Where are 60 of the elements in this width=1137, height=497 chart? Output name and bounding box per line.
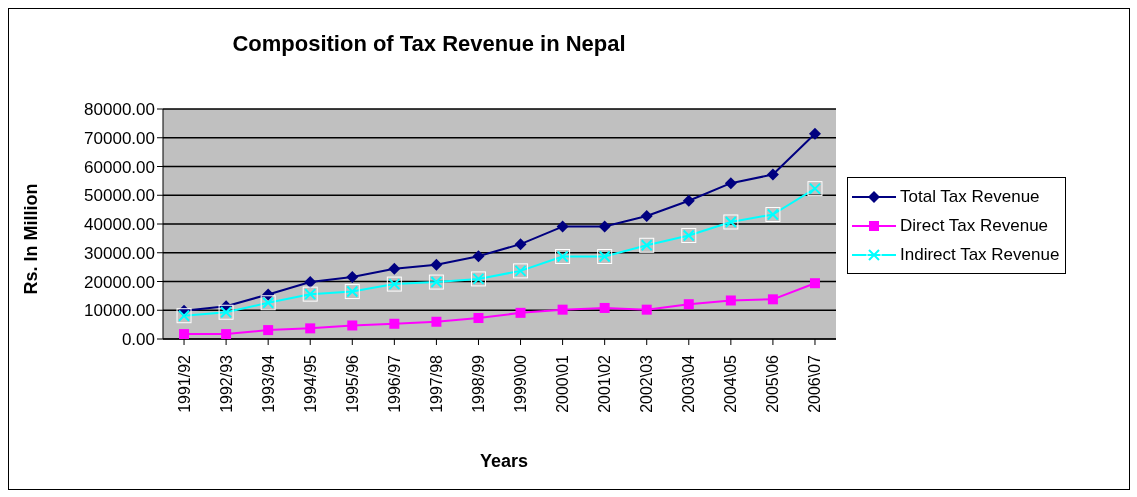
point <box>304 276 317 289</box>
point <box>640 209 653 222</box>
point <box>598 220 611 233</box>
point <box>388 262 401 275</box>
x-tick-label: 1999\00 <box>512 354 530 413</box>
x-tick-label: 1992/93 <box>217 354 235 413</box>
y-tick-label: 10000.00 <box>84 301 155 321</box>
x-tick-label: 2006\07 <box>806 354 824 413</box>
point <box>767 294 778 305</box>
point <box>430 258 443 271</box>
point <box>683 299 694 310</box>
point <box>766 168 779 181</box>
point <box>515 307 526 318</box>
legend-label: Total Tax Revenue <box>900 186 1040 208</box>
y-tick-label: 0.00 <box>121 330 155 350</box>
y-tick-label: 40000.00 <box>84 215 155 235</box>
x-tick-label: 1995/96 <box>343 354 361 413</box>
point <box>472 250 485 263</box>
x-tick-label: 2005\06 <box>764 354 782 413</box>
x-tick-label: 2002\03 <box>638 354 656 413</box>
x-tick-label: 1993/94 <box>259 354 277 413</box>
y-tick-label: 70000.00 <box>84 128 155 148</box>
x-tick-label: 1994/95 <box>301 354 319 413</box>
x-tick-label: 2003\04 <box>680 354 698 413</box>
x-tick-label: 1991/92 <box>175 354 193 413</box>
point <box>557 304 568 315</box>
legend-label: Direct Tax Revenue <box>900 215 1049 237</box>
x-tick-label: 2000\01 <box>554 354 572 413</box>
point <box>641 304 652 315</box>
point <box>682 194 695 207</box>
point <box>346 270 359 283</box>
point <box>725 295 736 306</box>
point <box>347 320 358 331</box>
x-tick-label: 2001\02 <box>596 354 614 413</box>
x-tick-label: 2004\05 <box>722 354 740 413</box>
x-tick-label: 1997/98 <box>427 354 445 413</box>
point <box>473 313 484 324</box>
y-tick-label: 30000.00 <box>84 243 155 263</box>
x-tick-label: 1996/97 <box>385 354 403 413</box>
x-axis-title: Years <box>478 451 530 472</box>
point <box>599 302 610 313</box>
point <box>809 278 820 289</box>
point <box>389 318 400 329</box>
point <box>514 238 527 251</box>
point <box>305 323 316 334</box>
y-tick-label: 80000.00 <box>84 100 155 120</box>
point <box>556 220 569 233</box>
point <box>263 325 274 336</box>
x-tick-label: 1998/99 <box>469 354 487 413</box>
legend-label: Indirect Tax Revenue <box>900 244 1060 266</box>
point <box>431 316 442 327</box>
point <box>724 177 737 190</box>
y-tick-label: 50000.00 <box>84 186 155 206</box>
point <box>179 329 190 339</box>
chart-title: Composition of Tax Revenue in Nepal <box>231 31 627 57</box>
point <box>221 329 232 339</box>
y-tick-label: 60000.00 <box>84 157 155 177</box>
point <box>808 127 821 140</box>
y-tick-label: 20000.00 <box>84 272 155 292</box>
y-axis-title: Rs. In Million <box>20 183 42 295</box>
